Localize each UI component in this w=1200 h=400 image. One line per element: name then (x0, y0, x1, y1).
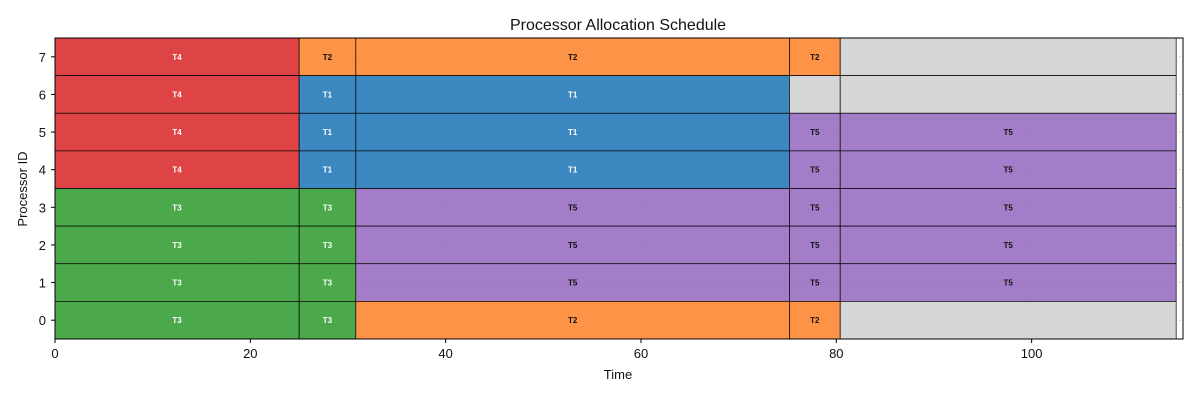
y-tick-label: 6 (39, 87, 46, 102)
gantt-bar-t4 (54, 112, 300, 152)
x-tick-label: 20 (243, 346, 257, 361)
y-axis-label: Processor ID (15, 151, 30, 226)
bar-label: T5 (810, 128, 820, 137)
bar-label: T5 (1004, 166, 1014, 175)
gantt-bar-t1 (355, 150, 790, 189)
bar-label: T2 (568, 53, 578, 62)
x-tick-label: 0 (51, 346, 58, 361)
y-tick-label: 0 (39, 313, 46, 328)
gantt-bar-idle (839, 37, 1177, 76)
gantt-bar-t5 (839, 263, 1177, 302)
bar-label: T5 (810, 279, 820, 288)
bar-label: T2 (810, 316, 820, 325)
bar-label: T4 (172, 53, 182, 62)
y-tick-label: 4 (39, 163, 46, 178)
bar-label: T1 (323, 128, 333, 137)
gantt-bar-t5 (789, 150, 841, 189)
bar-label: T5 (810, 203, 820, 212)
bar-label: T1 (568, 90, 578, 99)
gantt-bar-t3 (54, 225, 300, 265)
bar-label: T3 (172, 241, 182, 250)
gantt-bar-idle (789, 75, 841, 114)
gantt-bar-t3 (54, 301, 300, 340)
bar-label: T3 (172, 279, 182, 288)
gantt-bar-t5 (839, 225, 1177, 265)
y-tick-label: 5 (39, 125, 46, 140)
bar-label: T2 (810, 53, 820, 62)
x-tick-label: 100 (1021, 346, 1043, 361)
gantt-bar-t3 (54, 188, 300, 227)
bar-label: T3 (323, 316, 333, 325)
y-tick-label: 2 (39, 238, 46, 253)
bar-label: T1 (323, 166, 333, 175)
bar-label: T5 (1004, 241, 1014, 250)
bar-label: T4 (172, 166, 182, 175)
bar-label: T5 (810, 166, 820, 175)
y-tick-label: 3 (39, 200, 46, 215)
bar-layer (54, 37, 1177, 340)
gantt-bar-t5 (355, 225, 790, 265)
gantt-bar-t3 (298, 188, 357, 227)
bar-label: T3 (172, 203, 182, 212)
bar-label: T2 (568, 316, 578, 325)
bar-label: T3 (172, 316, 182, 325)
gantt-bar-t3 (298, 301, 357, 340)
gantt-bar-idle (839, 75, 1177, 114)
bar-label: T1 (568, 166, 578, 175)
bar-label: T4 (172, 128, 182, 137)
x-tick-label: 60 (634, 346, 648, 361)
bar-label: T3 (323, 279, 333, 288)
y-tick-label: 7 (39, 50, 46, 65)
y-axis-ticks: 0 1 2 3 4 5 6 7 (39, 50, 55, 328)
bar-label: T2 (323, 53, 333, 62)
gantt-bar-t5 (789, 188, 841, 227)
bar-label: T5 (1004, 128, 1014, 137)
bar-label: T5 (568, 241, 578, 250)
y-tick-label: 1 (39, 276, 46, 291)
bar-label: T5 (810, 241, 820, 250)
gantt-bar-t1 (298, 150, 357, 189)
gantt-bar-t2 (355, 301, 790, 340)
gantt-bar-t5 (789, 112, 841, 152)
bar-label: T3 (323, 203, 333, 212)
bar-label: T5 (1004, 203, 1014, 212)
x-axis-ticks: 0 20 40 60 80 100 (51, 339, 1042, 361)
bar-label: T5 (1004, 279, 1014, 288)
x-axis-label: Time (604, 367, 632, 382)
gantt-bar-t2 (298, 37, 357, 76)
gantt-bar-t5 (355, 188, 790, 227)
gantt-bar-t4 (54, 150, 300, 189)
plot-frame (54, 37, 1184, 340)
bar-label: T3 (323, 241, 333, 250)
bar-label: T5 (568, 203, 578, 212)
gantt-bar-t3 (298, 263, 357, 302)
gantt-bar-t5 (789, 225, 841, 265)
x-tick-label: 80 (829, 346, 843, 361)
gantt-bar-t5 (839, 112, 1177, 152)
bar-label: T1 (323, 90, 333, 99)
gantt-bar-t5 (839, 150, 1177, 189)
gantt-bar-idle (839, 301, 1177, 340)
bar-label: T4 (172, 90, 182, 99)
chart-title: Processor Allocation Schedule (510, 17, 726, 34)
gantt-bar-t2 (355, 37, 790, 76)
bar-label: T5 (568, 279, 578, 288)
bar-label-layer: T4 T2 T2 T2 T4 T1 T1 T4 T1 T1 T5 T5 T4 T1 T1 T5 T5 T3 T3 T5… (172, 53, 1013, 325)
gantt-bar-t1 (298, 75, 357, 114)
bar-label: T1 (568, 128, 578, 137)
x-tick-label: 40 (438, 346, 452, 361)
gantt-bar-t1 (355, 75, 790, 114)
